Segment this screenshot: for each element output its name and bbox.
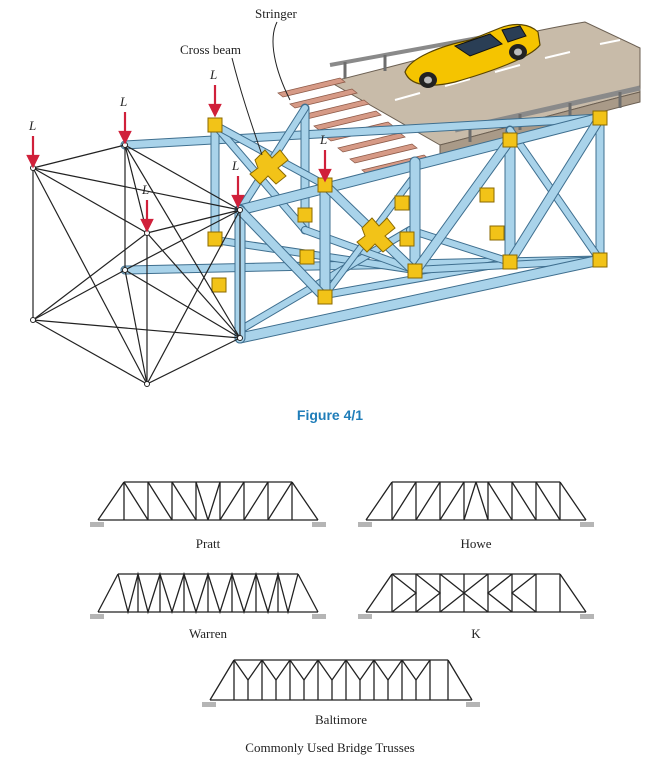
truss-support <box>580 614 594 619</box>
load-arrow <box>318 150 332 183</box>
load-label: L <box>231 158 239 173</box>
gusset-plate <box>297 207 313 223</box>
truss-pratt <box>97 481 319 521</box>
lane-markings <box>394 39 621 101</box>
stringer-label: Stringer <box>255 6 298 21</box>
gusset-plate <box>399 231 415 247</box>
load-labels: L L L L L L <box>28 67 327 197</box>
truss-name-warren: Warren <box>189 626 227 641</box>
load-label: L <box>119 94 127 109</box>
cross-beam-leader <box>231 57 263 156</box>
figure-caption: Figure 4/1 <box>297 407 363 423</box>
load-label: L <box>141 182 149 197</box>
truss-name-howe: Howe <box>460 536 491 551</box>
load-arrow <box>140 200 154 233</box>
trusses-caption: Commonly Used Bridge Trusses <box>245 740 414 755</box>
truss-warren <box>97 571 319 615</box>
gusset-plate <box>394 195 410 211</box>
truss-support <box>312 522 326 527</box>
truss-support <box>202 702 216 707</box>
truss-support <box>358 614 372 619</box>
car-illustration <box>404 23 541 88</box>
gusset-plate <box>317 289 333 305</box>
truss-support <box>90 614 104 619</box>
truss-name-pratt: Pratt <box>196 536 221 551</box>
gusset-plates <box>207 110 608 305</box>
truss-name-k: K <box>471 626 481 641</box>
truss-baltimore <box>209 659 473 701</box>
cross-gusset <box>249 149 289 185</box>
gusset-plate <box>502 254 518 270</box>
gusset-plate <box>592 110 608 126</box>
cross-beam-label: Cross beam <box>180 42 241 57</box>
truss-support <box>358 522 372 527</box>
truss-name-baltimore: Baltimore <box>315 712 367 727</box>
gusset-plate <box>489 225 505 241</box>
truss-support <box>580 522 594 527</box>
cross-gusset <box>356 217 396 253</box>
load-label: L <box>319 132 327 147</box>
load-arrow <box>26 136 40 169</box>
truss-howe <box>365 481 587 521</box>
stringer-leader <box>272 21 291 101</box>
truss-support <box>312 614 326 619</box>
truss-k <box>365 573 587 613</box>
gusset-plate <box>407 263 423 279</box>
load-arrows <box>26 85 332 233</box>
load-label: L <box>28 118 36 133</box>
gusset-plate <box>299 249 315 265</box>
car-windshield <box>453 33 503 57</box>
load-arrow <box>208 85 222 118</box>
wireframe-end <box>32 144 241 385</box>
gusset-plate <box>479 187 495 203</box>
load-arrow <box>118 112 132 145</box>
truss-support <box>90 522 104 527</box>
gusset-plate <box>502 132 518 148</box>
car-side-window <box>501 25 527 43</box>
gusset-plate <box>207 117 223 133</box>
gusset-plate <box>211 277 227 293</box>
front-web-members <box>234 113 605 344</box>
truss-support <box>466 702 480 707</box>
gusset-plate <box>592 252 608 268</box>
load-arrow <box>231 176 245 209</box>
gusset-plate <box>207 231 223 247</box>
load-label: L <box>209 67 217 82</box>
